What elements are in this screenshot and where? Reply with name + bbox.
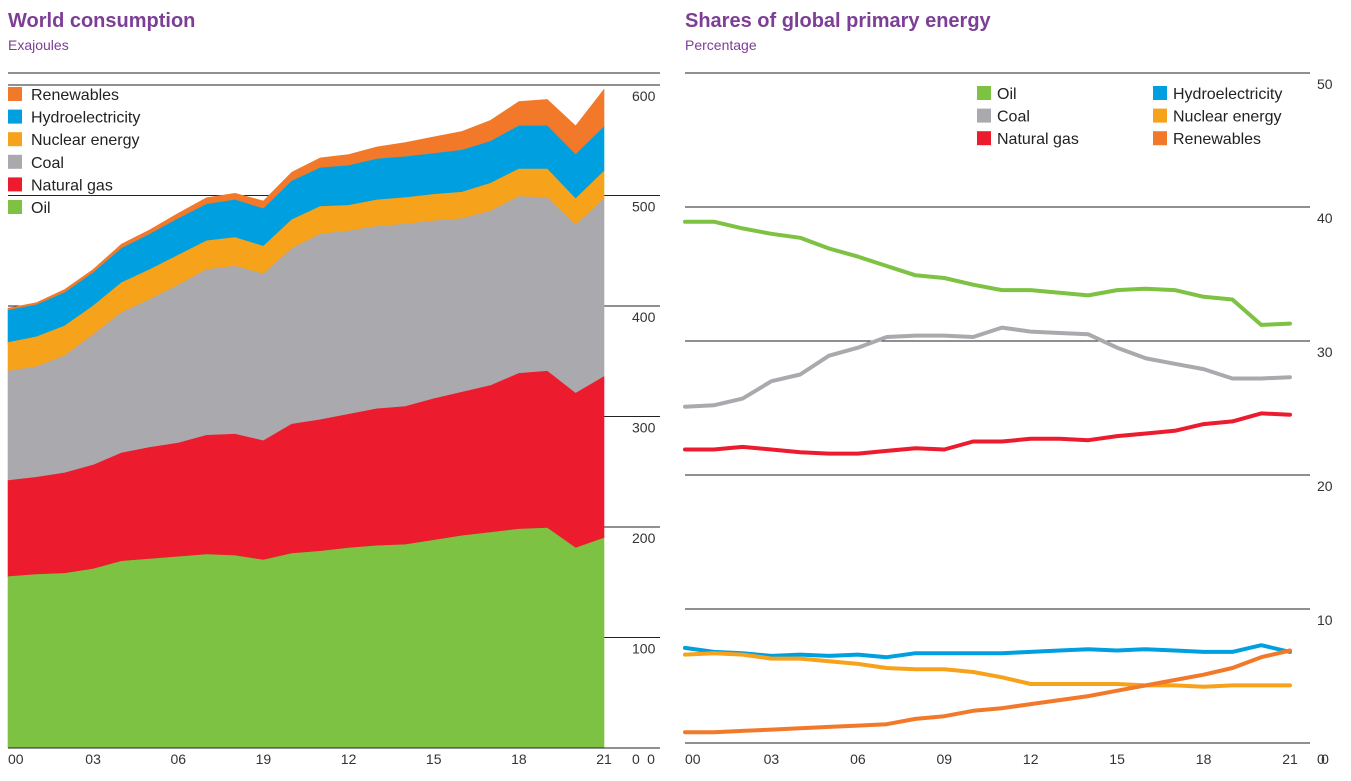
left-x-tick-label: 18 — [511, 751, 527, 767]
left-y-tick-label: 200 — [632, 530, 656, 546]
left-x-tick-label: 00 — [8, 751, 24, 767]
legend-label-nuclear-energy: Nuclear energy — [31, 132, 140, 149]
right-x-end-label: 0 — [1321, 751, 1329, 767]
legend-label-renewables: Renewables — [31, 87, 119, 104]
legend-swatch-coal — [977, 108, 991, 123]
legend-label-coal: Coal — [31, 155, 64, 172]
legend-swatch-hydroelectricity — [8, 109, 22, 124]
legend-swatch-natural-gas — [977, 131, 991, 146]
legend-swatch-oil — [977, 86, 991, 100]
right-y-tick-label: 40 — [1317, 210, 1333, 226]
line-coal — [683, 325, 1292, 409]
right-y-tick-label: 20 — [1317, 478, 1333, 494]
right-chart-title: Shares of global primary energy — [685, 10, 991, 32]
left-y-tick-label: 500 — [632, 199, 656, 215]
left-chart-subtitle: Exajoules — [8, 37, 69, 53]
line-oil — [683, 219, 1292, 327]
right-x-tick-label: 06 — [850, 751, 866, 767]
legend-label-hydroelectricity: Hydroelectricity — [31, 110, 140, 127]
left-x-tick-label: 21 — [596, 751, 612, 767]
legend-swatch-coal — [8, 154, 22, 169]
left-x-tick-label: 19 — [256, 751, 272, 767]
line-hydroelectricity — [683, 643, 1292, 660]
legend-swatch-renewables — [1153, 131, 1167, 146]
right-x-tick-label: 09 — [937, 751, 953, 767]
legend-swatch-nuclear-energy — [8, 132, 22, 147]
legend-label-coal: Coal — [997, 109, 1030, 126]
left-y-tick-label: 0 — [632, 751, 640, 767]
legend-swatch-nuclear-energy — [1153, 108, 1167, 123]
right-x-tick-label: 00 — [685, 751, 701, 767]
line-natural-gas — [683, 411, 1292, 456]
left-y-tick-label: 400 — [632, 309, 656, 325]
right-chart-subtitle: Percentage — [685, 37, 757, 53]
legend-swatch-renewables — [8, 87, 22, 101]
legend-label-natural-gas: Natural gas — [997, 131, 1079, 148]
left-y-tick-label: 600 — [632, 88, 656, 104]
left-chart-title: World consumption — [8, 10, 196, 32]
right-x-tick-label: 18 — [1196, 751, 1212, 767]
line-nuclear-energy — [683, 651, 1292, 689]
legend-swatch-hydroelectricity — [1153, 86, 1167, 100]
line-renewables — [683, 648, 1292, 735]
legend-label-nuclear-energy: Nuclear energy — [1173, 109, 1282, 126]
right-x-tick-label: 21 — [1282, 751, 1298, 767]
right-y-tick-label: 30 — [1317, 344, 1333, 360]
legend-label-hydroelectricity: Hydroelectricity — [1173, 86, 1282, 103]
left-y-tick-label: 100 — [632, 641, 656, 657]
left-x-tick-label: 03 — [85, 751, 101, 767]
right-x-tick-label: 15 — [1109, 751, 1125, 767]
right-x-tick-label: 03 — [764, 751, 780, 767]
right-legend: Oil Coal Natural gas Hydroelectricity Nuclea… — [977, 86, 1282, 148]
legend-label-natural-gas: Natural gas — [31, 177, 113, 194]
right-y-tick-label: 10 — [1317, 612, 1333, 628]
left-x-tick-label: 15 — [426, 751, 442, 767]
left-x-tick-label: 12 — [341, 751, 357, 767]
left-y-tick-label: 300 — [632, 420, 656, 436]
legend-label-renewables: Renewables — [1173, 131, 1261, 148]
right-x-tick-label: 12 — [1023, 751, 1039, 767]
left-x-tick-label: 06 — [171, 751, 187, 767]
legend-swatch-natural-gas — [8, 177, 22, 192]
left-x-end-label: 0 — [647, 751, 655, 767]
left-legend: Renewables Hydroelectricity Nuclear energy… — [8, 87, 140, 217]
area-layer — [7, 88, 605, 749]
legend-swatch-oil — [8, 200, 22, 214]
right-y-tick-label: 50 — [1317, 76, 1333, 92]
right-y-tick-label: 0 — [1317, 751, 1325, 767]
legend-label-oil: Oil — [997, 86, 1017, 103]
legend-label-oil: Oil — [31, 200, 51, 217]
line-layer — [683, 219, 1292, 735]
